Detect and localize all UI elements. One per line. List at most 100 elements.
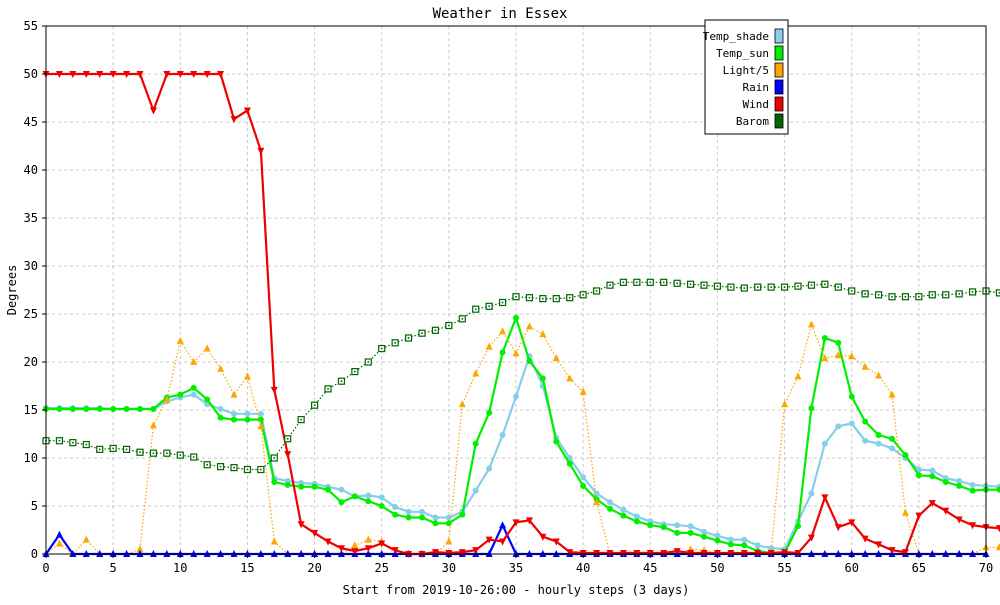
x-tick-label: 30	[442, 561, 456, 575]
barom-point-center	[287, 438, 289, 440]
temp-sun-point	[580, 483, 586, 489]
temp-sun-point	[325, 487, 331, 493]
barom-point-center	[408, 337, 410, 339]
temp-sun-point	[150, 406, 156, 412]
barom-point-center	[851, 290, 853, 292]
temp-sun-point	[835, 340, 841, 346]
x-tick-label: 60	[844, 561, 858, 575]
temp-shade-point	[406, 509, 412, 515]
temp-sun-point	[204, 396, 210, 402]
temp-sun-point	[191, 385, 197, 391]
x-tick-label: 70	[979, 561, 993, 575]
barom-point-center	[394, 342, 396, 344]
temp-sun-point	[218, 415, 224, 421]
barom-point-center	[273, 457, 275, 459]
temp-sun-point	[244, 417, 250, 423]
temp-shade-point	[218, 406, 224, 412]
barom-point-center	[153, 452, 155, 454]
legend-label-rain: Rain	[743, 81, 770, 94]
barom-point-center	[99, 449, 101, 451]
temp-sun-point	[647, 522, 653, 528]
temp-sun-point	[916, 472, 922, 478]
temp-sun-point	[862, 419, 868, 425]
x-axis-label: Start from 2019-10-26:00 - hourly steps …	[343, 583, 690, 597]
barom-point-center	[233, 467, 235, 469]
barom-point-center	[609, 284, 611, 286]
x-tick-label: 40	[576, 561, 590, 575]
barom-point-center	[327, 388, 329, 390]
legend-label-light-5: Light/5	[723, 64, 769, 77]
temp-sun-point	[795, 523, 801, 529]
temp-sun-point	[943, 479, 949, 485]
y-axis-label: Degrees	[5, 265, 19, 316]
legend-swatch-rain	[775, 80, 783, 94]
temp-sun-point	[970, 488, 976, 494]
temp-sun-point	[365, 498, 371, 504]
barom-point-center	[690, 283, 692, 285]
temp-sun-point	[177, 392, 183, 398]
barom-point-center	[206, 464, 208, 466]
x-tick-label: 5	[110, 561, 117, 575]
barom-point-center	[703, 284, 705, 286]
x-tick-label: 35	[509, 561, 523, 575]
barom-point-center	[797, 285, 799, 287]
temp-sun-point	[312, 484, 318, 490]
y-tick-label: 45	[24, 115, 38, 129]
x-tick-label: 55	[777, 561, 791, 575]
y-tick-label: 15	[24, 403, 38, 417]
barom-point-center	[878, 294, 880, 296]
temp-sun-point	[298, 484, 304, 490]
temp-shade-point	[486, 466, 492, 472]
temp-shade-point	[862, 438, 868, 444]
temp-sun-point	[419, 515, 425, 521]
y-tick-label: 0	[31, 547, 38, 561]
temp-shade-point	[513, 394, 519, 400]
x-tick-label: 25	[374, 561, 388, 575]
temp-sun-point	[513, 315, 519, 321]
barom-point-center	[649, 282, 651, 284]
temp-shade-point	[258, 411, 264, 417]
barom-point-center	[220, 466, 222, 468]
temp-shade-point	[338, 487, 344, 493]
chart-title: Weather in Essex	[433, 6, 568, 22]
barom-point-center	[515, 296, 517, 298]
barom-point-center	[475, 308, 477, 310]
barom-point-center	[891, 296, 893, 298]
temp-sun-point	[876, 432, 882, 438]
barom-point-center	[85, 444, 87, 446]
barom-point-center	[139, 451, 141, 453]
temp-sun-point	[902, 452, 908, 458]
barom-point-center	[730, 286, 732, 288]
barom-point-center	[193, 456, 195, 458]
y-tick-label: 20	[24, 355, 38, 369]
legend-label-temp-sun: Temp_sun	[716, 47, 769, 60]
temp-sun-point	[56, 406, 62, 412]
barom-point-center	[717, 285, 719, 287]
barom-point-center	[596, 290, 598, 292]
temp-sun-point	[137, 406, 143, 412]
legend-swatch-barom	[775, 114, 783, 128]
temp-shade-point	[889, 445, 895, 451]
barom-point-center	[945, 294, 947, 296]
legend-label-temp-shade: Temp_shade	[703, 30, 769, 43]
temp-sun-point	[741, 542, 747, 548]
temp-shade-point	[755, 542, 761, 548]
barom-point-center	[126, 449, 128, 451]
barom-point-center	[676, 282, 678, 284]
temp-shade-point	[432, 515, 438, 521]
barom-point-center	[435, 330, 437, 332]
temp-sun-point	[553, 439, 559, 445]
temp-sun-point	[432, 520, 438, 526]
temp-shade-point	[392, 504, 398, 510]
temp-shade-point	[688, 523, 694, 529]
temp-shade-point	[741, 537, 747, 543]
temp-sun-point	[83, 406, 89, 412]
y-tick-label: 5	[31, 499, 38, 513]
x-tick-label: 15	[240, 561, 254, 575]
barom-point-center	[918, 296, 920, 298]
y-tick-label: 50	[24, 67, 38, 81]
barom-point-center	[784, 286, 786, 288]
barom-point-center	[623, 282, 625, 284]
